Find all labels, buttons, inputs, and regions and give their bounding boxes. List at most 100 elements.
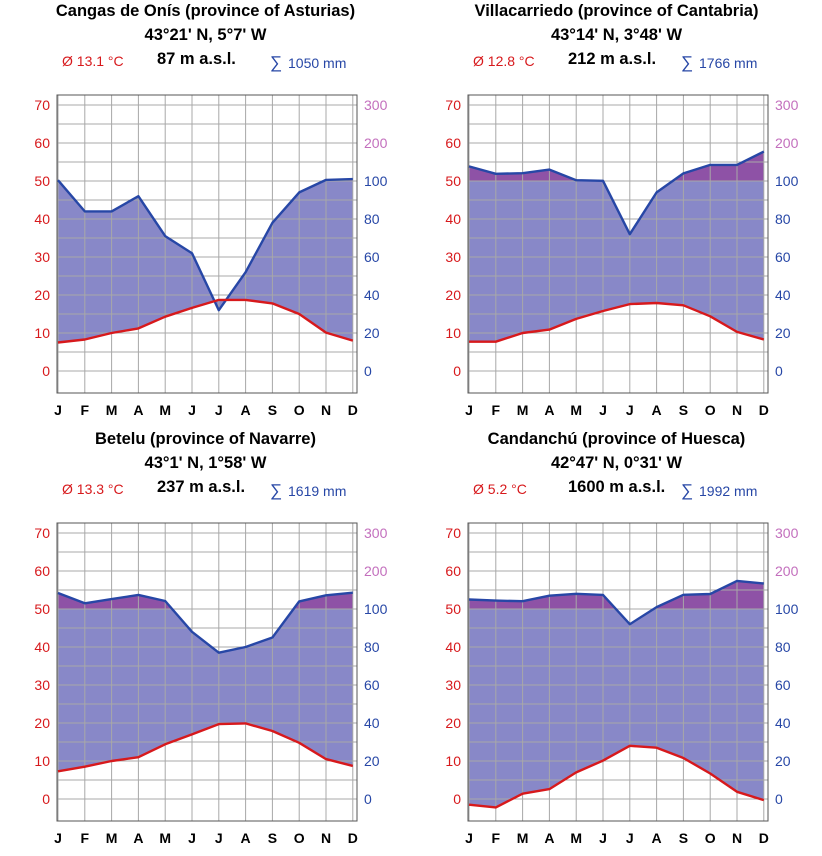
sum-symbol: ∑: [681, 481, 694, 500]
x-tick-label: J: [599, 830, 607, 846]
temperature-line: [57, 722, 354, 773]
right-axis-tick-label: 300: [364, 525, 388, 541]
right-axis-tick-label: 300: [775, 525, 799, 541]
chart-coordinates: 43°21' N, 5°7' W: [144, 26, 267, 44]
x-tick-label: A: [241, 402, 251, 418]
x-tick-label: M: [517, 830, 529, 846]
sum-symbol: ∑: [681, 53, 694, 72]
chart-coordinates: 42°47' N, 0°31' W: [550, 454, 683, 472]
left-axis-tick-label: 40: [34, 639, 50, 655]
right-axis-tick-label: 80: [775, 639, 791, 655]
right-axis-tick-label: 300: [364, 97, 388, 113]
right-axis-tick-label: 100: [364, 173, 388, 189]
left-axis-tick-label: 70: [445, 97, 461, 113]
x-tick-label: O: [294, 830, 305, 846]
plot-frame: [467, 522, 769, 822]
x-tick-label: A: [544, 402, 554, 418]
left-axis-tick-label: 50: [445, 601, 461, 617]
x-tick-label: N: [732, 402, 742, 418]
x-tick-label: S: [679, 830, 688, 846]
right-axis-tick-label: 60: [364, 249, 380, 265]
left-axis-tick-label: 50: [34, 173, 50, 189]
mean-temperature: Ø 13.3 °C: [62, 481, 124, 497]
plot-frame: [56, 522, 358, 822]
right-axis-tick-label: 200: [364, 135, 388, 151]
left-axis-tick-label: 70: [34, 97, 50, 113]
right-axis-tick-label: 100: [775, 601, 799, 617]
precipitation-total-value: 1619 mm: [288, 483, 347, 499]
left-axis-tick-label: 30: [445, 249, 461, 265]
left-axis-tick-label: 70: [445, 525, 461, 541]
x-tick-label: J: [54, 830, 62, 846]
right-axis-tick-label: 200: [775, 135, 799, 151]
x-tick-label: M: [159, 830, 171, 846]
left-axis-tick-label: 40: [445, 639, 461, 655]
altitude: 1600 m a.s.l.: [568, 478, 666, 496]
left-axis-tick-label: 0: [42, 363, 50, 379]
precipitation-line: [57, 177, 353, 312]
right-axis-tick-label: 100: [775, 173, 799, 189]
x-tick-label: D: [348, 830, 358, 846]
x-tick-label: F: [81, 402, 90, 418]
left-axis-tick-label: 20: [34, 287, 50, 303]
left-axis-tick-label: 60: [34, 135, 50, 151]
left-axis-tick-label: 0: [453, 791, 461, 807]
x-tick-label: S: [268, 830, 277, 846]
perhumid-fill: [469, 580, 764, 609]
climate-chart-panel: Cangas de Onís (province of Asturias) 43…: [0, 0, 411, 428]
right-axis-tick-label: 20: [364, 325, 380, 341]
perhumid-fill: [469, 151, 764, 181]
x-tick-label: O: [705, 402, 716, 418]
x-tick-label: O: [294, 402, 305, 418]
x-tick-label: S: [679, 402, 688, 418]
x-tick-label: J: [188, 402, 196, 418]
left-axis-tick-label: 10: [445, 753, 461, 769]
chart-coordinates: 43°14' N, 3°48' W: [550, 26, 683, 44]
x-tick-label: M: [570, 402, 582, 418]
climate-plot: J F M A M J J A S O N D0102030405060700204060801002…: [445, 94, 799, 418]
precipitation-total: ∑ 1050 mm: [270, 53, 346, 73]
right-axis-tick-label: 20: [364, 753, 380, 769]
humid-fill: [58, 609, 353, 772]
chart-title: Villacarriedo (province of Cantabria): [474, 2, 759, 20]
precipitation-total: ∑ 1619 mm: [270, 481, 346, 501]
climate-plot: J F M A M J J A S O N D0102030405060700204060801002…: [34, 522, 388, 846]
temperature-line: [468, 744, 765, 809]
right-axis-tick-label: 100: [364, 601, 388, 617]
x-tick-label: N: [321, 402, 331, 418]
plot-frame: [56, 94, 358, 394]
x-tick-label: M: [159, 402, 171, 418]
chart-meta: Ø 5.2 °C 1600 m a.s.l. ∑ 1992 mm: [411, 478, 822, 500]
left-axis-tick-label: 10: [34, 753, 50, 769]
left-axis-tick-label: 0: [42, 791, 50, 807]
x-tick-label: A: [544, 830, 554, 846]
chart-title: Candanchú (province of Huesca): [487, 430, 746, 448]
x-tick-label: F: [81, 830, 90, 846]
right-axis-tick-label: 40: [775, 287, 791, 303]
mean-temperature: Ø 5.2 °C: [473, 481, 527, 497]
precipitation-line: [57, 591, 353, 654]
x-tick-label: J: [215, 402, 223, 418]
x-tick-label: M: [517, 402, 529, 418]
precipitation-total-value: 1766 mm: [699, 55, 758, 71]
sum-symbol: ∑: [270, 481, 283, 500]
x-tick-label: N: [732, 830, 742, 846]
x-tick-label: O: [705, 830, 716, 846]
altitude: 237 m a.s.l.: [157, 478, 246, 496]
x-tick-label: F: [492, 402, 501, 418]
temperature-line: [469, 301, 765, 343]
x-tick-label: J: [54, 402, 62, 418]
mean-temperature: Ø 12.8 °C: [473, 53, 535, 69]
x-tick-label: A: [652, 830, 662, 846]
x-tick-label: J: [188, 830, 196, 846]
temperature-line: [57, 298, 354, 344]
left-axis-tick-label: 50: [445, 173, 461, 189]
x-tick-label: D: [759, 830, 769, 846]
precipitation-total-value: 1050 mm: [288, 55, 347, 71]
x-tick-label: N: [321, 830, 331, 846]
left-axis-tick-label: 30: [34, 249, 50, 265]
x-tick-label: M: [106, 830, 118, 846]
right-axis-tick-label: 0: [364, 791, 372, 807]
x-tick-label: J: [626, 830, 634, 846]
x-tick-label: A: [133, 830, 143, 846]
